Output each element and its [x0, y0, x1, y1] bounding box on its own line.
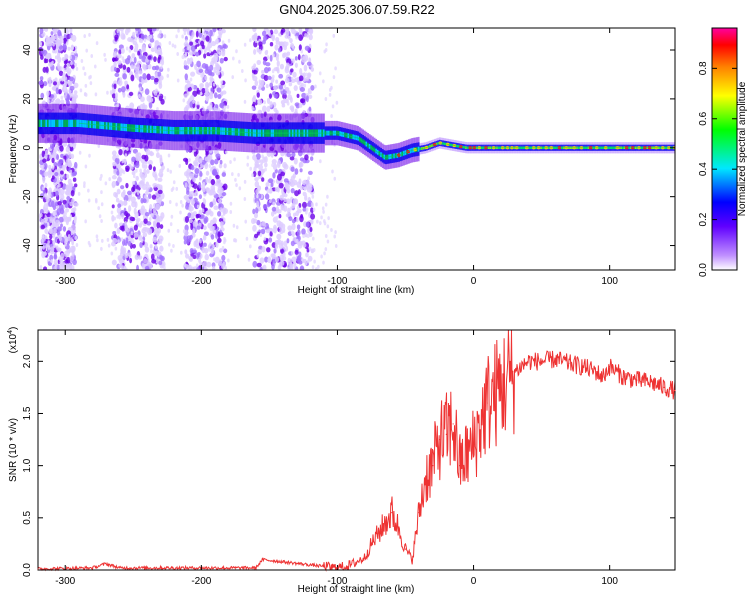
colorbar-tick-label: 0.6	[698, 111, 709, 125]
snr-point	[350, 564, 352, 566]
snr-point	[37, 568, 39, 570]
spectrogram-x-tick-label: -200	[191, 276, 211, 287]
snr-point	[466, 454, 468, 456]
snr-series-line	[37, 329, 676, 572]
snr-point	[595, 371, 597, 373]
snr-y-tick-label: 2.0	[22, 354, 33, 368]
snr-y-tick-label: 0.0	[22, 563, 33, 577]
spectrogram-x-label: Height of straight line (km)	[298, 285, 415, 296]
snr-frame	[37, 329, 676, 571]
snr-point	[541, 360, 543, 362]
spectrogram-y-tick-label: -20	[22, 189, 33, 204]
spectrogram-x-tick-label: -300	[55, 276, 75, 287]
snr-point	[398, 527, 400, 529]
spectrogram-x-tick-label: 0	[471, 276, 477, 287]
snr-point	[636, 379, 638, 381]
snr-point	[649, 381, 652, 383]
spectrogram-ridge	[78, 122, 675, 159]
snr-point	[418, 512, 420, 514]
spectrogram-x-tick-label: -100	[327, 276, 347, 287]
colorbar-tick-label: 0.8	[698, 61, 709, 75]
snr-point	[336, 567, 339, 569]
snr-point	[581, 365, 584, 368]
snr-y-tick-label: 1.5	[22, 406, 33, 420]
colorbar-tick-label: 0.4	[698, 162, 709, 176]
snr-point	[500, 386, 502, 388]
snr-point	[432, 465, 434, 467]
snr-point	[411, 558, 413, 561]
snr-point	[91, 567, 94, 569]
spectrogram-y-tick-label: 40	[22, 44, 33, 56]
snr-point	[609, 365, 611, 368]
snr-point	[663, 386, 665, 388]
snr-point	[370, 543, 373, 545]
snr-x-tick-label: -200	[191, 576, 211, 587]
snr-point	[674, 389, 676, 392]
snr-point	[391, 512, 393, 514]
snr-point	[438, 438, 441, 441]
colorbar: 0.0 0.2 0.4 0.6 0.8 Normalized spectral ampl…	[698, 27, 748, 277]
snr-y-tick-label: 0.5	[22, 510, 33, 524]
colorbar-tick-label: 0.0	[698, 263, 709, 277]
snr-x-label: Height of straight line (km)	[298, 584, 415, 595]
snr-point	[602, 376, 604, 378]
snr-point	[554, 358, 556, 360]
snr-panel: -300 -200 -100 0 100 0.0 0.5 1.0 1.5 2.0 Height …	[7, 327, 676, 595]
spectrogram-y-tick-label: -40	[22, 238, 33, 253]
spectrogram-x-tick-label: 100	[601, 276, 618, 287]
snr-point	[255, 567, 257, 569]
spectrogram-y-tick-label: 20	[22, 93, 33, 105]
snr-x-tick-label: -300	[55, 576, 75, 587]
snr-point	[377, 532, 379, 535]
snr-y-scale: (x104)	[7, 327, 19, 354]
colorbar-tick-label: 0.2	[698, 212, 709, 226]
snr-point	[425, 475, 427, 477]
snr-point	[452, 423, 454, 425]
spectrogram-heatmap	[38, 28, 675, 270]
snr-point	[486, 402, 488, 404]
snr-point	[513, 371, 515, 373]
snr-point	[568, 362, 570, 364]
snr-point	[119, 567, 121, 569]
spectrogram-y-label: Frequency (Hz)	[8, 115, 19, 184]
snr-background	[38, 330, 675, 570]
snr-point	[459, 465, 461, 467]
snr-x-tick-label: 0	[471, 576, 477, 587]
spectrogram-y-tick-label: 0	[22, 145, 33, 151]
snr-point	[527, 360, 529, 362]
snr-y-label: SNR (10 * v/v)	[8, 418, 19, 482]
snr-point	[404, 548, 407, 550]
snr-y-tick-label: 1.0	[22, 458, 33, 472]
snr-point	[364, 556, 366, 559]
snr-point	[445, 433, 447, 435]
snr-x-tick-label: 100	[601, 576, 618, 587]
colorbar-label: Normalized spectral amplitude	[737, 81, 748, 216]
snr-point	[105, 563, 107, 565]
snr-point	[261, 558, 264, 561]
snr-x-tick-label: -100	[327, 576, 347, 587]
snr-point	[472, 444, 475, 446]
colorbar-gradient	[711, 27, 738, 271]
snr-point	[622, 376, 624, 378]
chart-title: GN04.2025.306.07.59.R22	[279, 2, 434, 17]
spectrogram-frame	[37, 27, 676, 271]
